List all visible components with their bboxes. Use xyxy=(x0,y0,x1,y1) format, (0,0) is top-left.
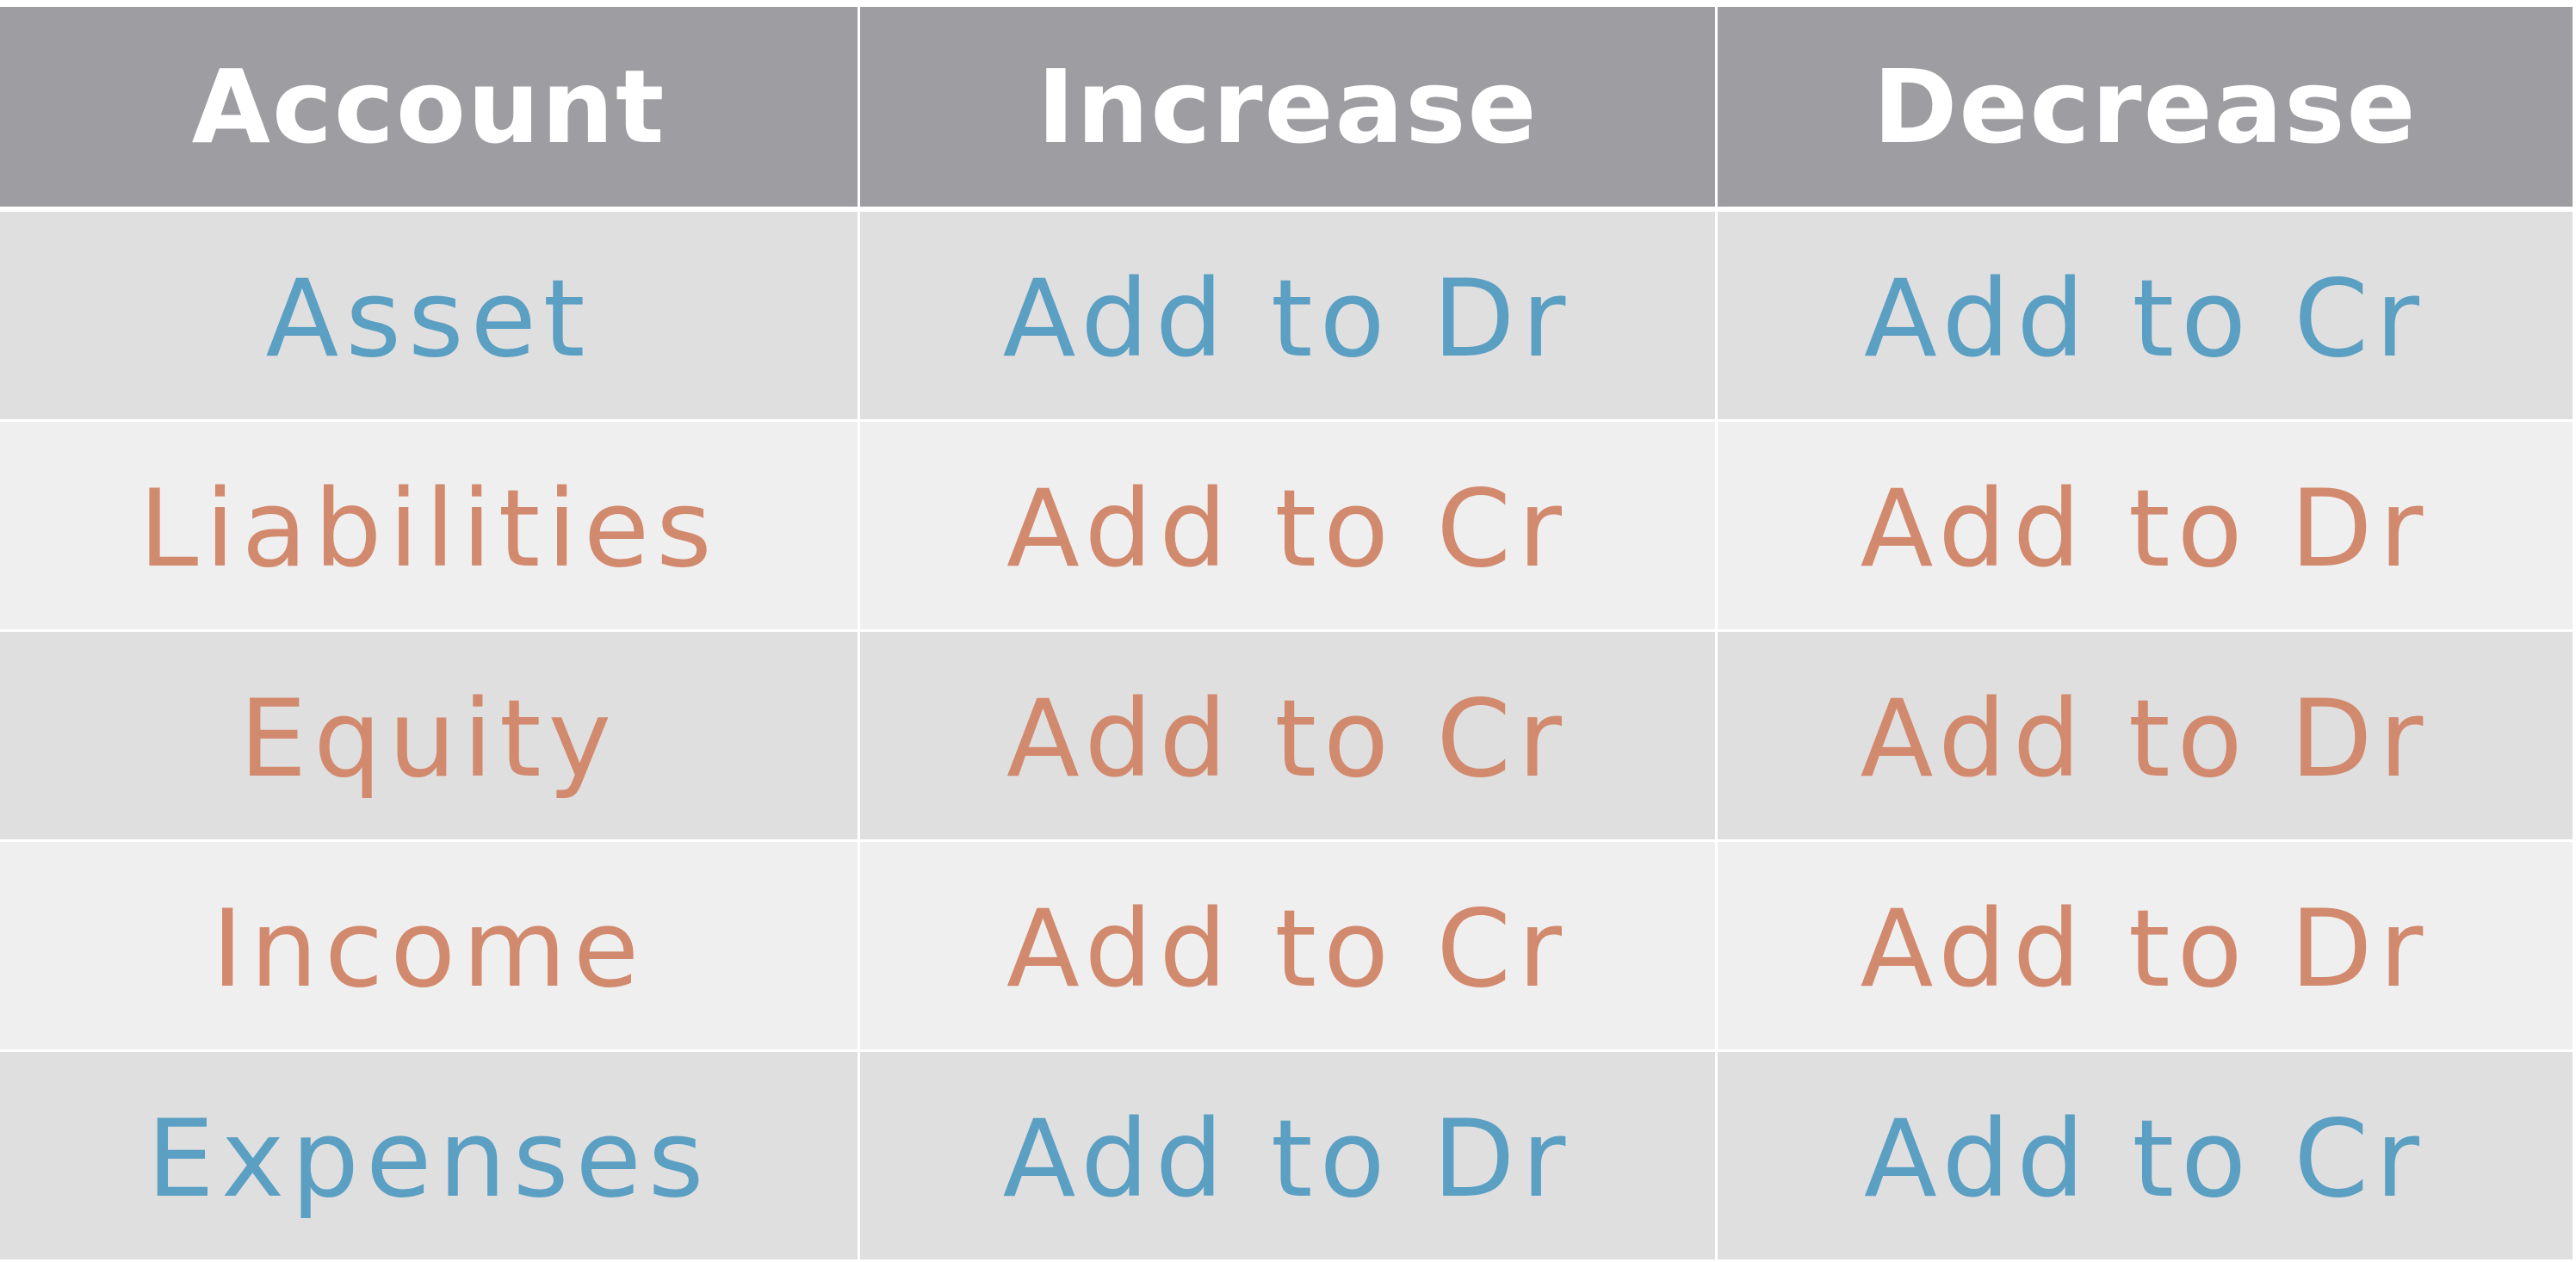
account-cell: Equity xyxy=(0,632,858,842)
increase-cell: Add to Dr xyxy=(858,1052,1715,1262)
increase-cell: Add to Cr xyxy=(858,842,1715,1052)
account-cell: Liabilities xyxy=(0,422,858,632)
increase-cell: Add to Cr xyxy=(858,632,1715,842)
decrease-cell: Add to Dr xyxy=(1715,842,2573,1052)
account-cell: Asset xyxy=(0,212,858,422)
table-row-asset: Asset Add to Dr Add to Cr xyxy=(0,212,2573,422)
table-header: Account Increase Decrease xyxy=(0,7,2573,212)
debit-credit-rules-table-wrapper: Account Increase Decrease Asset Add to D… xyxy=(0,7,2573,1262)
account-cell: Income xyxy=(0,842,858,1052)
table-row-equity: Equity Add to Cr Add to Dr xyxy=(0,632,2573,842)
decrease-cell: Add to Cr xyxy=(1715,212,2573,422)
header-row: Account Increase Decrease xyxy=(0,7,2573,212)
header-decrease: Decrease xyxy=(1715,7,2573,212)
table-body: Asset Add to Dr Add to Cr Liabilities Ad… xyxy=(0,212,2573,1262)
table-row-expenses: Expenses Add to Dr Add to Cr xyxy=(0,1052,2573,1262)
account-cell: Expenses xyxy=(0,1052,858,1262)
table-row-income: Income Add to Cr Add to Dr xyxy=(0,842,2573,1052)
increase-cell: Add to Dr xyxy=(858,212,1715,422)
decrease-cell: Add to Cr xyxy=(1715,1052,2573,1262)
debit-credit-rules-table: Account Increase Decrease Asset Add to D… xyxy=(0,7,2573,1262)
header-increase: Increase xyxy=(858,7,1715,212)
table-row-liabilities: Liabilities Add to Cr Add to Dr xyxy=(0,422,2573,632)
increase-cell: Add to Cr xyxy=(858,422,1715,632)
header-account: Account xyxy=(0,7,858,212)
decrease-cell: Add to Dr xyxy=(1715,422,2573,632)
decrease-cell: Add to Dr xyxy=(1715,632,2573,842)
